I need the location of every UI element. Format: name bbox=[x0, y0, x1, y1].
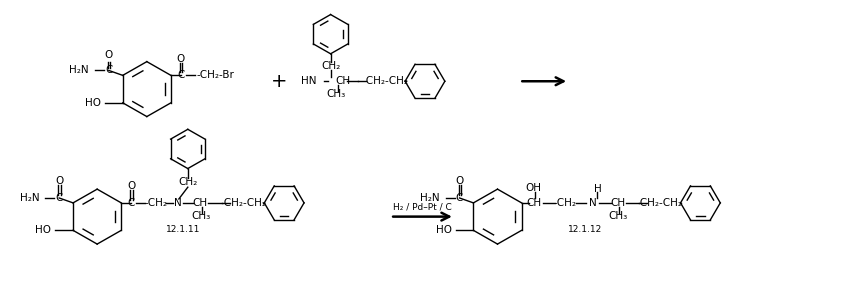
Text: C: C bbox=[177, 70, 184, 80]
Text: CH₃: CH₃ bbox=[191, 211, 210, 221]
Text: N: N bbox=[588, 198, 597, 208]
Text: -CH₂-CH₂: -CH₂-CH₂ bbox=[636, 198, 682, 208]
Text: CH₃: CH₃ bbox=[326, 89, 345, 99]
Text: HO: HO bbox=[435, 225, 451, 235]
Text: +: + bbox=[270, 72, 287, 91]
Text: O: O bbox=[55, 176, 63, 186]
Text: HN: HN bbox=[300, 76, 316, 86]
Text: O: O bbox=[127, 181, 135, 191]
Text: C: C bbox=[455, 193, 463, 203]
Text: CH₂: CH₂ bbox=[178, 177, 197, 187]
Text: CH₃: CH₃ bbox=[608, 211, 627, 221]
Text: -CH₂: -CH₂ bbox=[553, 198, 576, 208]
Text: N: N bbox=[174, 198, 181, 208]
Text: CH: CH bbox=[609, 198, 625, 208]
Text: C: C bbox=[56, 193, 62, 203]
Text: -CH₂-CH₂: -CH₂-CH₂ bbox=[220, 198, 266, 208]
Text: 12.1.12: 12.1.12 bbox=[567, 225, 602, 234]
Text: CH: CH bbox=[525, 198, 540, 208]
Text: HO: HO bbox=[35, 225, 51, 235]
Text: H₂ / Pd–Pt / C: H₂ / Pd–Pt / C bbox=[392, 202, 451, 211]
Text: 12.1.11: 12.1.11 bbox=[165, 225, 200, 234]
Text: -CH₂-Br: -CH₂-Br bbox=[197, 70, 235, 80]
Text: O: O bbox=[105, 50, 113, 60]
Text: CH: CH bbox=[192, 198, 207, 208]
Text: -CH₂-CH₂: -CH₂-CH₂ bbox=[362, 76, 408, 86]
Text: HO: HO bbox=[84, 98, 100, 108]
Text: CH₂: CH₂ bbox=[321, 61, 340, 70]
Text: H: H bbox=[593, 184, 601, 194]
Text: -CH₂: -CH₂ bbox=[144, 198, 167, 208]
Text: O: O bbox=[455, 176, 463, 186]
Text: O: O bbox=[176, 54, 185, 64]
Text: C: C bbox=[105, 65, 112, 75]
Text: H₂N: H₂N bbox=[419, 193, 439, 203]
Text: CH: CH bbox=[335, 76, 350, 86]
Text: C: C bbox=[127, 198, 135, 208]
Text: OH: OH bbox=[525, 183, 541, 193]
Text: H₂N: H₂N bbox=[19, 193, 39, 203]
Text: H₂N: H₂N bbox=[69, 65, 89, 75]
